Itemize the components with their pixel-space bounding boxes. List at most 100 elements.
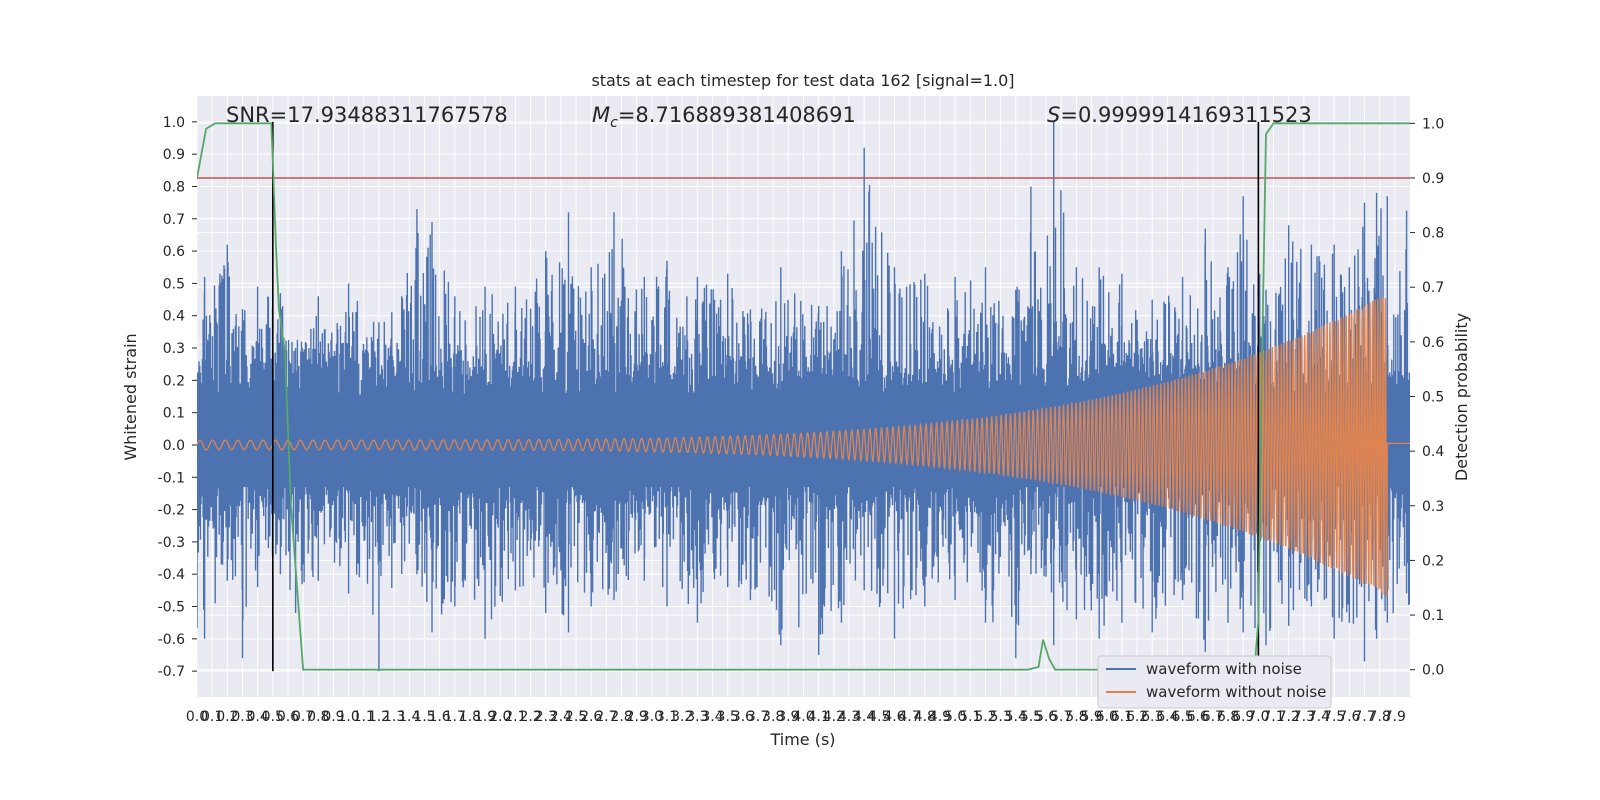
x-tick-label: 4.7: [899, 709, 921, 725]
y2-tick-label: 0.5: [1422, 390, 1444, 406]
x-axis-label: Time (s): [769, 730, 835, 749]
x-tick-label: 3.6: [732, 709, 754, 725]
x-tick-label: 6.6: [1187, 709, 1209, 725]
x-tick-label: 4.3: [838, 709, 860, 725]
x-tick-label: 4.8: [914, 709, 936, 725]
x-tick-label: 2.4: [550, 709, 572, 725]
y-tick-label: -0.4: [158, 567, 185, 583]
x-tick-label: 7.8: [1369, 709, 1391, 725]
x-tick-label: 0.7: [292, 709, 314, 725]
x-tick-label: 6.4: [1156, 709, 1178, 725]
mc-symbol: M: [592, 103, 610, 127]
x-tick-label: 7.6: [1338, 709, 1360, 725]
x-tick-label: 2.6: [580, 709, 602, 725]
x-tick-label: 6.9: [1232, 709, 1254, 725]
x-tick-label: 3.5: [717, 709, 739, 725]
x-tick-label: 6.2: [1126, 709, 1148, 725]
x-tick-label: 7.7: [1353, 709, 1375, 725]
x-tick-label: 5.9: [1080, 709, 1102, 725]
x-tick-label: 6.3: [1141, 709, 1163, 725]
s-symbol: S: [1047, 103, 1060, 127]
x-tick-label: 4.6: [883, 709, 905, 725]
y-tick-label: 0.4: [163, 309, 185, 325]
x-tick-label: 1.5: [413, 709, 435, 725]
x-tick-label: 3.7: [747, 709, 769, 725]
x-tick-label: 5.2: [974, 709, 996, 725]
x-tick-label: 7.1: [1262, 709, 1284, 725]
x-tick-label: 2.1: [504, 709, 526, 725]
x-tick-label: 4.1: [808, 709, 830, 725]
y-tick-label: 0.5: [163, 276, 185, 292]
x-tick-label: 6.8: [1217, 709, 1239, 725]
x-tick-label: 6.0: [1096, 709, 1118, 725]
x-tick-label: 0.8: [307, 709, 329, 725]
x-tick-label: 2.2: [519, 709, 541, 725]
x-tick-label: 2.3: [535, 709, 557, 725]
s-value: =0.9999914169311523: [1060, 103, 1311, 127]
x-tick-label: 4.2: [823, 709, 845, 725]
x-tick-label: 5.1: [959, 709, 981, 725]
chirp-mass-annotation: Mc=8.716889381408691: [592, 103, 856, 131]
ticks: 0.00.10.20.30.40.50.60.70.80.91.01.11.21…: [158, 115, 1445, 725]
x-tick-label: 0.0: [186, 709, 208, 725]
x-tick-label: 3.9: [777, 709, 799, 725]
y2-tick-label: 0.8: [1422, 226, 1444, 242]
x-tick-label: 2.8: [610, 709, 632, 725]
x-tick-label: 7.3: [1293, 709, 1315, 725]
y-tick-label: -0.2: [158, 503, 185, 519]
x-tick-label: 5.0: [944, 709, 966, 725]
x-tick-label: 7.9: [1384, 709, 1406, 725]
x-tick-label: 0.1: [201, 709, 223, 725]
x-tick-label: 3.3: [686, 709, 708, 725]
y-tick-label: 0.3: [163, 341, 185, 357]
x-tick-label: 1.4: [398, 709, 420, 725]
x-tick-label: 1.2: [368, 709, 390, 725]
y2-tick-label: 0.1: [1422, 608, 1444, 624]
y-tick-label: 0.0: [163, 438, 185, 454]
y2-tick-label: 0.6: [1422, 335, 1444, 351]
x-tick-label: 0.6: [277, 709, 299, 725]
y-tick-label: 0.7: [163, 212, 185, 228]
legend-entry-noise: waveform with noise: [1146, 660, 1302, 678]
series-waveform-without-noise: [197, 297, 1410, 597]
y2-tick-label: 0.3: [1422, 499, 1444, 515]
y2-tick-label: 0.7: [1422, 280, 1444, 296]
x-tick-label: 2.5: [565, 709, 587, 725]
x-tick-label: 6.7: [1202, 709, 1224, 725]
x-tick-label: 6.5: [1171, 709, 1193, 725]
y-tick-label: -0.5: [158, 600, 185, 616]
x-tick-label: 6.1: [1111, 709, 1133, 725]
mc-value: =8.716889381408691: [618, 103, 856, 127]
y-tick-label: 0.9: [163, 147, 185, 163]
x-tick-label: 1.8: [459, 709, 481, 725]
y2-tick-label: 0.0: [1422, 663, 1444, 679]
x-tick-label: 4.5: [868, 709, 890, 725]
y-tick-label: 1.0: [163, 115, 185, 131]
snr-annotation: SNR=17.93488311767578: [226, 103, 508, 127]
x-tick-label: 5.5: [1020, 709, 1042, 725]
legend: waveform with noise waveform without noi…: [1097, 655, 1332, 709]
x-tick-label: 4.0: [792, 709, 814, 725]
x-tick-label: 2.7: [595, 709, 617, 725]
y2-tick-label: 0.2: [1422, 553, 1444, 569]
y2-tick-label: 0.4: [1422, 444, 1444, 460]
x-tick-label: 3.2: [671, 709, 693, 725]
x-tick-label: 1.3: [383, 709, 405, 725]
x-tick-label: 3.8: [762, 709, 784, 725]
y-tick-label: 0.1: [163, 406, 185, 422]
y2-axis-label: Detection probability: [1452, 313, 1471, 481]
mc-subscript: c: [610, 115, 618, 131]
x-tick-label: 0.9: [322, 709, 344, 725]
x-tick-label: 5.3: [989, 709, 1011, 725]
y-tick-label: 0.2: [163, 373, 185, 389]
y-tick-label: 0.6: [163, 244, 185, 260]
y-tick-label: -0.1: [158, 470, 185, 486]
x-tick-label: 5.7: [1050, 709, 1072, 725]
y-axis-label: Whitened strain: [121, 333, 140, 460]
x-tick-label: 0.3: [231, 709, 253, 725]
x-tick-label: 4.9: [929, 709, 951, 725]
y2-tick-label: 0.9: [1422, 171, 1444, 187]
x-tick-label: 7.0: [1247, 709, 1269, 725]
x-tick-label: 2.9: [626, 709, 648, 725]
